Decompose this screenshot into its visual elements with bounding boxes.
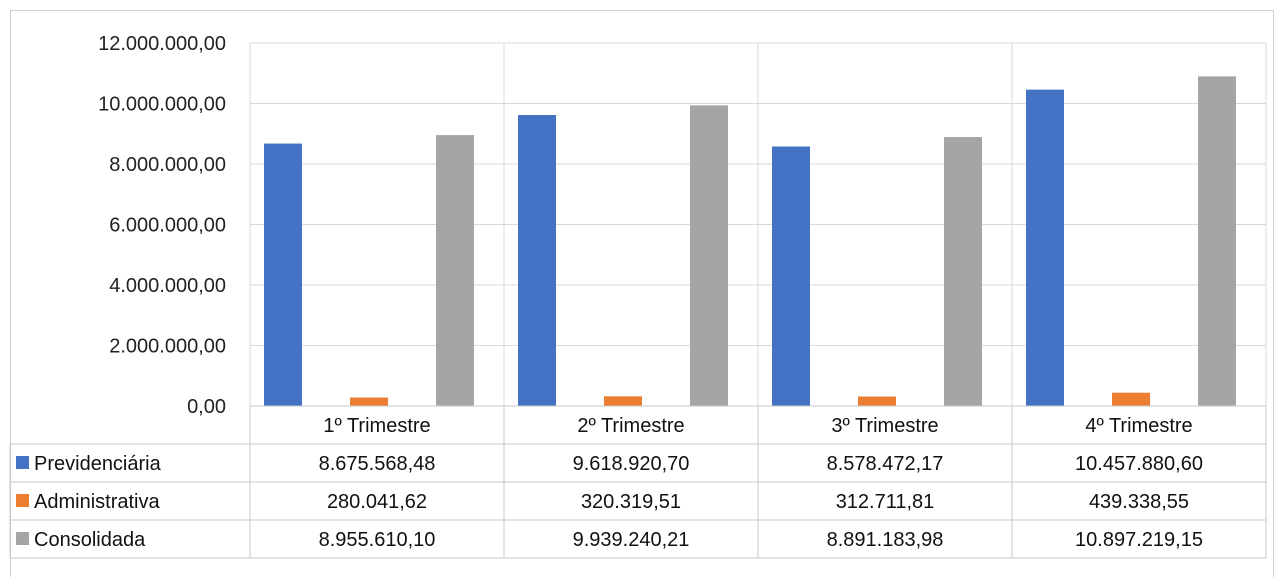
y-tick-label: 0,00	[187, 396, 226, 418]
bar-consolidada	[690, 105, 728, 406]
y-tick-label: 10.000.000,00	[98, 94, 226, 116]
bar-previdenciária	[518, 115, 556, 406]
data-label: 10.457.880,60	[1075, 453, 1203, 475]
data-label: 9.618.920,70	[573, 453, 690, 475]
legend-label: Previdenciária	[34, 453, 162, 475]
x-tick-label: 3º Trimestre	[831, 415, 938, 437]
data-label: 8.955.610,10	[319, 529, 436, 551]
x-tick-label: 1º Trimestre	[323, 415, 430, 437]
y-tick-label: 12.000.000,00	[98, 33, 226, 55]
data-label: 320.319,51	[581, 491, 681, 513]
data-label: 9.939.240,21	[573, 529, 690, 551]
legend-label: Administrativa	[34, 491, 160, 513]
legend-key-consolidada	[16, 532, 29, 545]
legend-key-previdenciária	[16, 456, 29, 469]
x-tick-label: 2º Trimestre	[577, 415, 684, 437]
y-tick-label: 8.000.000,00	[109, 154, 226, 176]
bar-previdenciária	[264, 143, 302, 406]
x-tick-label: 4º Trimestre	[1085, 415, 1192, 437]
legend-key-administrativa	[16, 494, 29, 507]
data-label: 10.897.219,15	[1075, 529, 1203, 551]
data-label: 280.041,62	[327, 491, 427, 513]
bar-previdenciária	[1026, 89, 1064, 406]
data-label: 312.711,81	[836, 491, 935, 513]
bar-consolidada	[944, 137, 982, 406]
bar-consolidada	[1198, 76, 1236, 406]
bar-previdenciária	[772, 146, 810, 406]
bar-consolidada	[436, 135, 474, 407]
data-label: 8.675.568,48	[319, 453, 436, 475]
y-tick-label: 2.000.000,00	[109, 336, 226, 358]
bar-administrativa	[1112, 392, 1150, 406]
y-tick-label: 4.000.000,00	[109, 275, 226, 297]
data-label: 439.338,55	[1089, 491, 1189, 513]
bar-administrativa	[350, 397, 388, 406]
data-label: 8.578.472,17	[827, 453, 944, 475]
y-tick-label: 6.000.000,00	[109, 215, 226, 237]
legend-label: Consolidada	[34, 529, 146, 551]
data-label: 8.891.183,98	[827, 529, 944, 551]
bar-administrativa	[858, 396, 896, 406]
bar-administrativa	[604, 396, 642, 406]
